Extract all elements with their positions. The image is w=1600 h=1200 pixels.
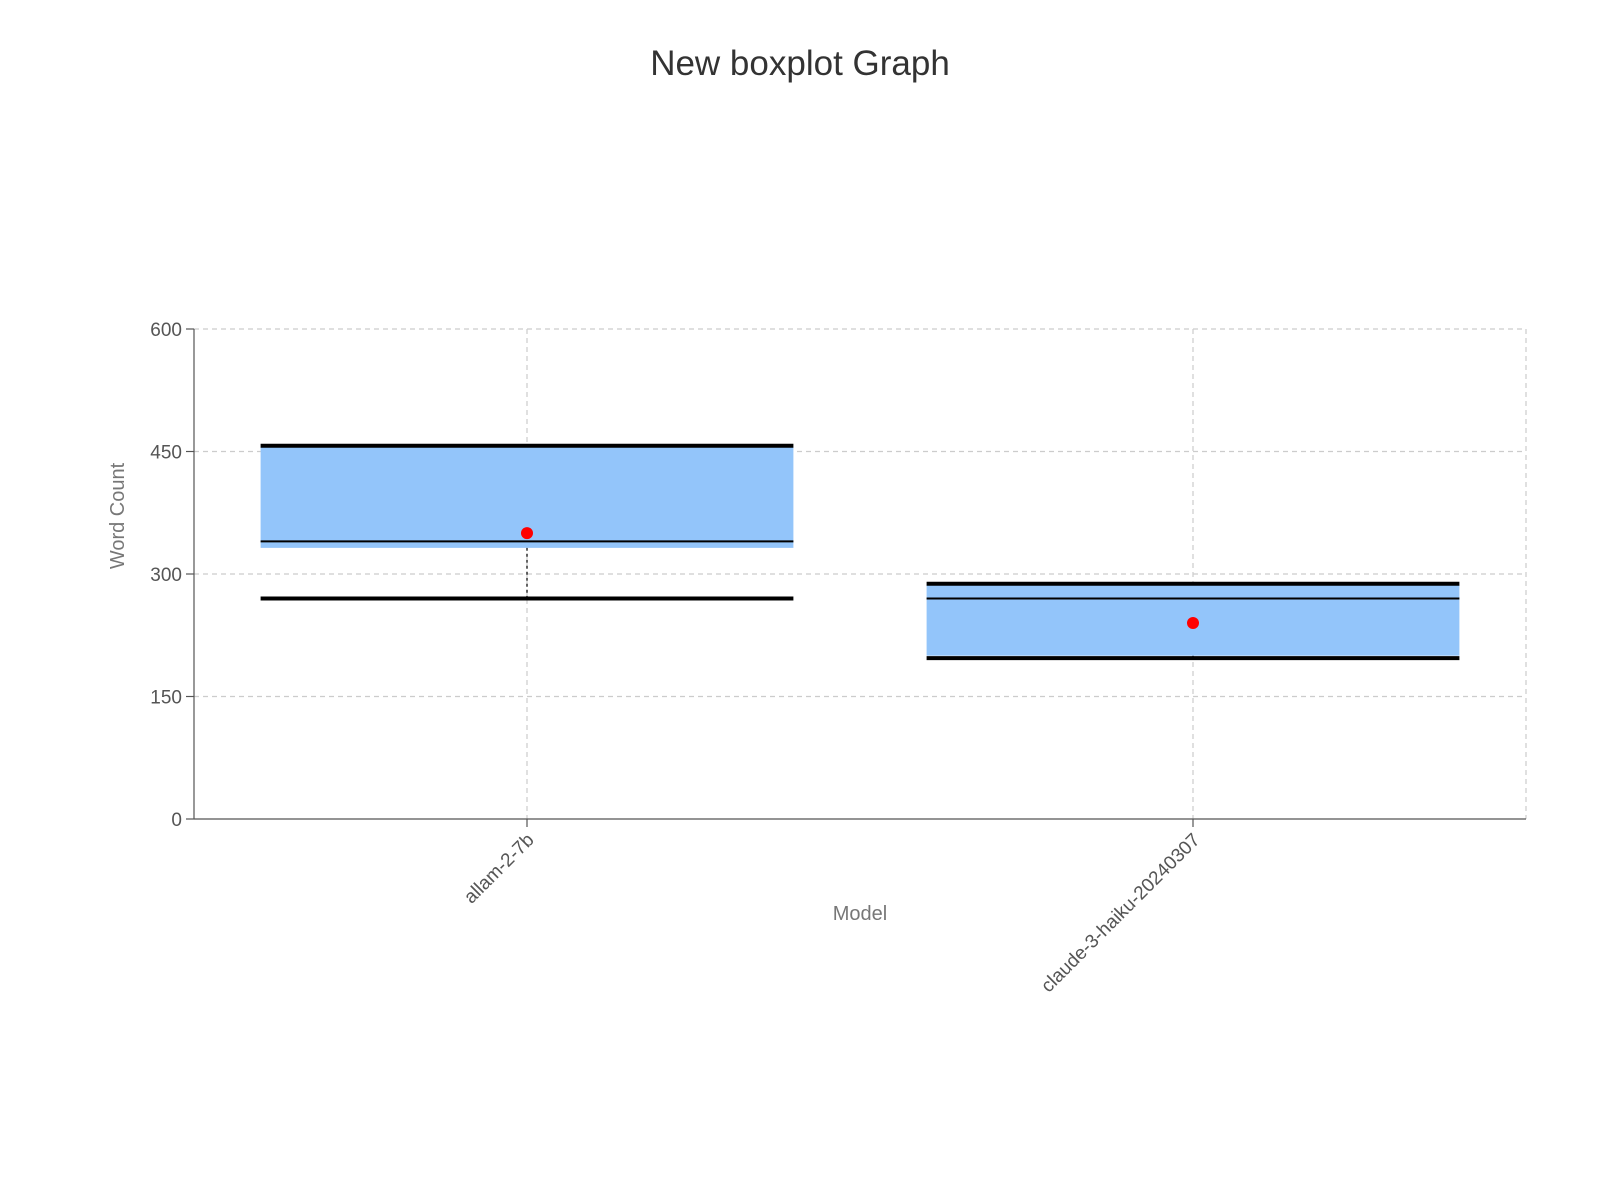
y-axis-title: Word Count xyxy=(107,462,129,569)
chart-title: New boxplot Graph xyxy=(650,44,950,83)
mean-marker xyxy=(1187,617,1199,629)
x-axis-title: Model xyxy=(833,903,887,925)
y-tick-label: 300 xyxy=(150,565,182,586)
y-tick-label: 600 xyxy=(150,320,182,341)
boxes xyxy=(260,443,1460,661)
y-tick-label: 150 xyxy=(150,688,182,709)
y-tick-label: 0 xyxy=(171,810,182,831)
mean-marker xyxy=(521,527,533,540)
y-tick-label: 450 xyxy=(150,443,182,464)
x-tick-label: claude-3-haiku-20240307 xyxy=(1037,830,1204,997)
x-tick-label: allam-2-7b xyxy=(460,830,538,908)
grid xyxy=(194,328,1527,819)
